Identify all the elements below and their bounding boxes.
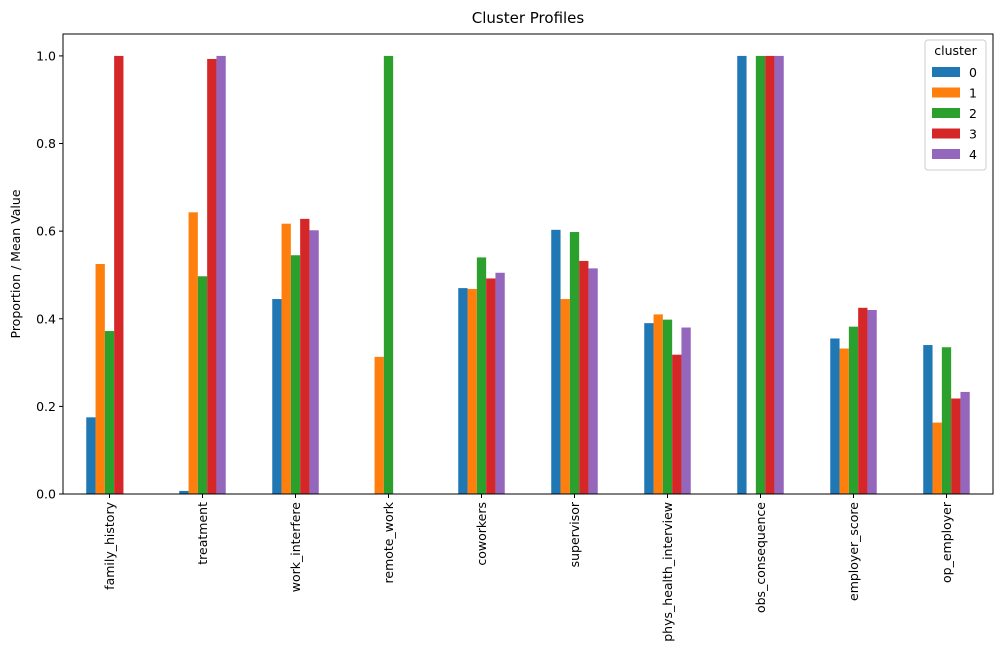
x-tick-label: coworkers [474,502,489,566]
bar-employer-score-cluster-2 [848,326,859,494]
y-tick-label: 0.2 [36,399,56,414]
bar-op-employer-cluster-4 [960,391,970,494]
legend-label-2: 2 [969,106,977,121]
y-axis-label: Proportion / Mean Value [8,189,23,338]
bar-employer-score-cluster-4 [867,310,877,494]
bar-work-interfere-cluster-3 [300,218,310,494]
bar-phys-health-interview-cluster-4 [681,327,691,494]
bar-work-interfere-cluster-2 [290,255,301,494]
bar-employer-score-cluster-1 [839,348,849,494]
x-tick-label: remote_work [381,501,396,583]
y-tick-label: 0.0 [36,487,56,502]
bar-phys-health-interview-cluster-3 [672,354,682,494]
bar-coworkers-cluster-1 [467,288,477,494]
bar-supervisor-cluster-3 [579,260,589,494]
legend-swatch-1 [932,87,960,98]
bar-coworkers-cluster-0 [458,288,468,494]
x-tick-label: work_interfere [288,502,303,593]
bar-treatment-cluster-2 [197,276,208,494]
bar-family-history-cluster-1 [95,264,105,494]
bar-op-employer-cluster-1 [932,422,942,494]
x-tick-label: employer_score [846,502,861,601]
bar-treatment-cluster-4 [216,55,226,495]
bar-obs-consequence-cluster-4 [774,55,784,495]
bar-phys-health-interview-cluster-2 [662,319,673,494]
bar-phys-health-interview-cluster-1 [653,314,663,494]
x-tick-label: treatment [195,502,210,565]
y-tick-label: 1.0 [36,48,56,63]
y-tick-label: 0.4 [36,311,56,326]
bar-coworkers-cluster-3 [486,278,496,494]
bar-obs-consequence-cluster-3 [765,55,775,495]
bar-treatment-cluster-3 [207,58,217,494]
x-tick-label: op_employer [939,501,954,583]
bar-family-history-cluster-2 [104,331,115,494]
bar-work-interfere-cluster-4 [309,230,319,494]
legend-label-4: 4 [969,147,977,162]
legend-swatch-2 [932,108,960,118]
x-tick-label: supervisor [567,501,582,567]
bar-supervisor-cluster-1 [560,299,570,494]
legend-label-3: 3 [969,127,977,142]
legend-label-0: 0 [969,65,977,80]
bar-remote-work-cluster-2 [383,55,394,495]
bar-supervisor-cluster-4 [588,268,598,494]
chart-title: Cluster Profiles [472,9,585,27]
bar-op-employer-cluster-3 [951,398,961,494]
y-axis-ticks: 0.0 0.2 0.4 0.6 0.8 1.0 [36,48,63,502]
legend-title: cluster [934,43,977,58]
legend-swatch-3 [932,128,960,139]
bar-employer-score-cluster-0 [830,338,840,494]
y-tick-label: 0.8 [36,136,56,151]
bar-obs-consequence-cluster-0 [737,55,747,495]
x-tick-label: family_history [102,501,117,589]
legend: cluster 0 1 2 3 4 [924,39,987,171]
bar-treatment-cluster-0 [179,490,189,494]
bar-family-history-cluster-0 [86,417,96,494]
legend-swatch-0 [932,67,960,77]
bar-supervisor-cluster-2 [569,232,580,494]
bar-supervisor-cluster-0 [551,229,561,495]
x-tick-label: obs_consequence [753,502,768,613]
bar-coworkers-cluster-4 [495,272,505,494]
bar-phys-health-interview-cluster-0 [644,323,654,494]
bar-coworkers-cluster-2 [476,257,487,494]
bar-treatment-cluster-1 [188,212,198,495]
plot-frame [62,33,994,495]
y-tick-label: 0.6 [36,224,56,239]
bars-group [86,55,970,495]
bar-op-employer-cluster-0 [923,345,933,494]
bar-work-interfere-cluster-0 [272,299,282,494]
bar-work-interfere-cluster-1 [281,223,291,494]
bar-employer-score-cluster-3 [858,307,868,494]
x-tick-label: phys_health_interview [660,502,675,642]
bar-remote-work-cluster-1 [374,356,384,494]
legend-swatch-4 [932,149,960,159]
legend-label-1: 1 [969,86,977,101]
x-axis-ticks: family_history treatment work_interfere rem… [102,494,954,642]
bar-obs-consequence-cluster-2 [755,55,766,495]
bar-family-history-cluster-3 [114,55,124,495]
bar-op-employer-cluster-2 [941,347,952,494]
